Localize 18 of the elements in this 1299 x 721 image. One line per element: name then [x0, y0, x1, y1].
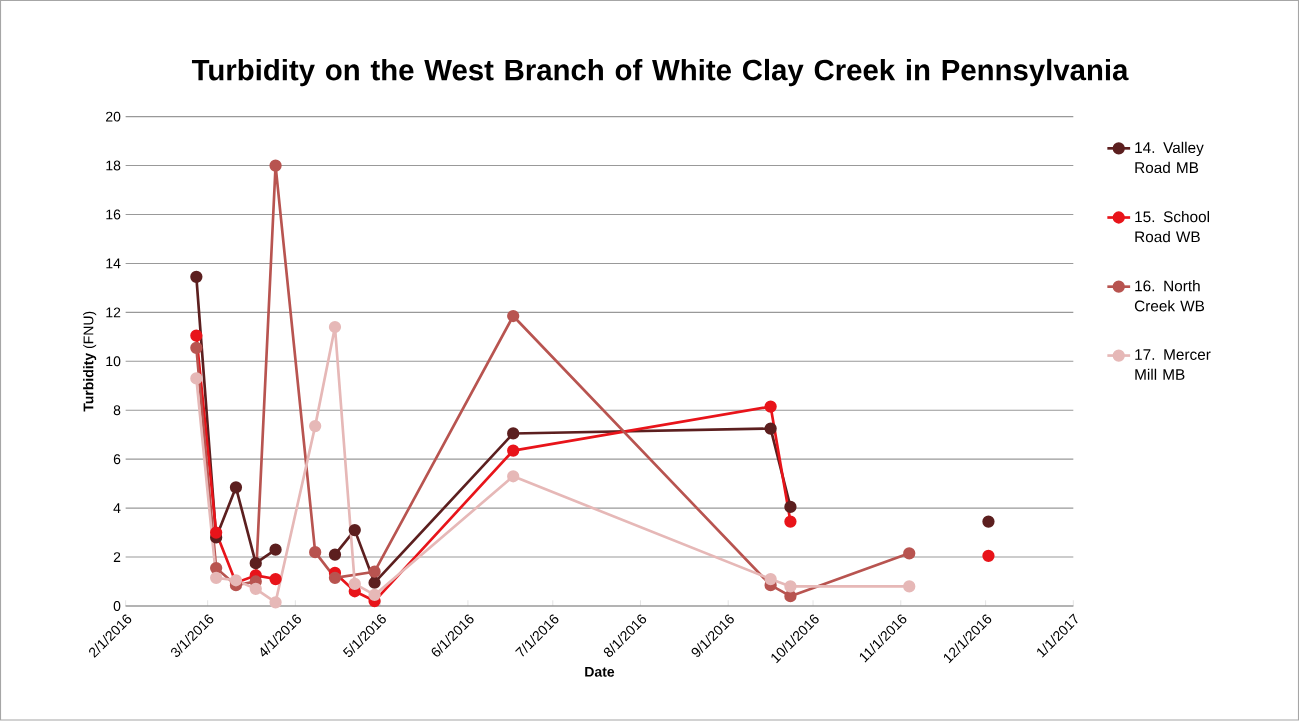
y-tick-label: 10: [106, 356, 121, 367]
legend-label: 17. Mercer Mill MB: [1135, 349, 1211, 381]
y-tick-label: 14: [106, 258, 121, 269]
chart-title: Turbidity on the West Branch of White Clay Creek in Pennsylvania: [191, 59, 1129, 87]
x-axis-title: Date: [585, 667, 615, 677]
y-tick-label: 12: [106, 307, 121, 318]
y-tick-label: 16: [106, 209, 121, 220]
y-tick-label: 20: [106, 111, 121, 122]
y-tick-label: 8: [113, 405, 121, 416]
legend-label: 16. North Creek WB: [1134, 280, 1205, 312]
legend-label: 14. Valley Road MB: [1135, 142, 1204, 174]
y-axis-title: Turbidity (FNU): [83, 311, 97, 412]
y-tick-label: 4: [113, 503, 121, 514]
y-tick-label: 18: [106, 160, 121, 171]
legend-label: 15. School Road WB: [1135, 211, 1209, 243]
y-tick-label: 0: [113, 601, 121, 612]
y-tick-label: 6: [113, 454, 121, 465]
y-tick-label: 2: [113, 552, 121, 563]
